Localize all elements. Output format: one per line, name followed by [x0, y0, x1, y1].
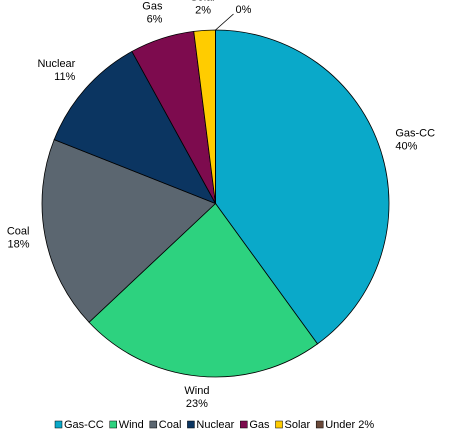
legend-label: Gas-CC	[64, 419, 104, 431]
legend-swatch	[240, 420, 248, 429]
data-label-name: Wind	[184, 385, 209, 397]
legend-swatch	[187, 420, 195, 429]
data-label-name: Coal	[7, 226, 30, 238]
data-label-value: 18%	[7, 239, 29, 251]
data-label: Solar2%	[190, 0, 216, 16]
data-label: Gas 6%	[142, 1, 163, 26]
legend-label: Gas	[249, 419, 270, 431]
legend-label: Under 2%	[325, 419, 374, 431]
data-label: Coal 18%	[7, 226, 30, 251]
data-label-name: Gas-CC	[395, 127, 435, 139]
data-label-name: Solar	[190, 0, 216, 3]
data-label: Gas-CC 40%	[395, 127, 435, 152]
data-label: Wind 23%	[184, 385, 209, 410]
legend-label: Wind	[119, 419, 144, 431]
pie-slice	[41, 139, 217, 323]
data-label-name: Gas	[142, 1, 163, 13]
pie-slice	[88, 202, 319, 378]
data-label: Under 2%0%	[236, 0, 285, 16]
legend-swatch	[109, 420, 117, 429]
legend-swatch	[275, 420, 283, 429]
data-label: Nuclear 11%	[37, 58, 75, 83]
legend-label: Coal	[159, 419, 182, 431]
legend-swatch	[54, 420, 63, 429]
data-label-value: 0%	[236, 4, 252, 16]
data-label-value: 23%	[186, 398, 208, 410]
leader-line	[215, 13, 234, 31]
data-label-name: Nuclear	[37, 58, 75, 70]
data-label-value: 40%	[395, 140, 417, 152]
legend-swatch	[149, 420, 158, 429]
data-label-value: 2%	[195, 4, 211, 16]
legend-label: Solar	[285, 419, 311, 431]
data-label-value: 11%	[54, 71, 75, 83]
legend-swatch	[315, 420, 324, 429]
legend-label: Nuclear	[196, 419, 234, 431]
pie-slice	[215, 29, 390, 345]
pie-slice	[53, 50, 217, 205]
data-label-value: 6%	[147, 14, 163, 26]
data-label-name: Under 2%	[236, 0, 285, 3]
